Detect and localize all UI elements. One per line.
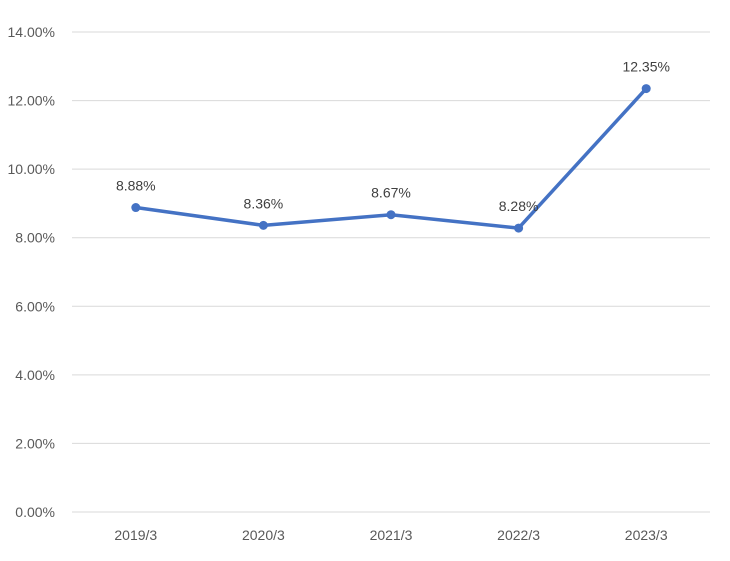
- x-axis: 2019/3 2020/3 2021/3 2022/3 2023/3: [114, 527, 667, 543]
- y-tick-label: 10.00%: [8, 161, 55, 177]
- data-label: 8.88%: [116, 178, 156, 194]
- y-axis: 0.00% 2.00% 4.00% 6.00% 8.00% 10.00% 12.00% 14.…: [8, 24, 55, 520]
- y-tick-label: 12.00%: [8, 93, 55, 109]
- data-point: [386, 210, 396, 220]
- x-tick-label: 2023/3: [625, 527, 668, 543]
- x-tick-label: 2019/3: [114, 527, 157, 543]
- x-tick-label: 2022/3: [497, 527, 540, 543]
- series-path: [134, 86, 648, 230]
- y-tick-label: 0.00%: [15, 504, 55, 520]
- data-point: [641, 84, 651, 94]
- data-labels: 8.88% 8.36% 8.67% 8.28% 12.35%: [116, 59, 670, 215]
- data-label: 8.28%: [499, 198, 539, 214]
- data-point: [131, 203, 141, 213]
- data-point: [514, 223, 524, 233]
- series-line: [131, 84, 651, 233]
- data-label: 8.36%: [244, 195, 284, 211]
- gridlines: [72, 31, 710, 513]
- x-tick-label: 2021/3: [370, 527, 413, 543]
- y-tick-label: 14.00%: [8, 24, 55, 40]
- data-label: 8.67%: [371, 185, 411, 201]
- y-tick-label: 4.00%: [15, 367, 55, 383]
- data-label: 12.35%: [622, 59, 669, 75]
- x-tick-label: 2020/3: [242, 527, 285, 543]
- y-tick-label: 6.00%: [15, 298, 55, 314]
- y-tick-label: 2.00%: [15, 435, 55, 451]
- y-tick-label: 8.00%: [15, 230, 55, 246]
- data-point: [258, 220, 268, 230]
